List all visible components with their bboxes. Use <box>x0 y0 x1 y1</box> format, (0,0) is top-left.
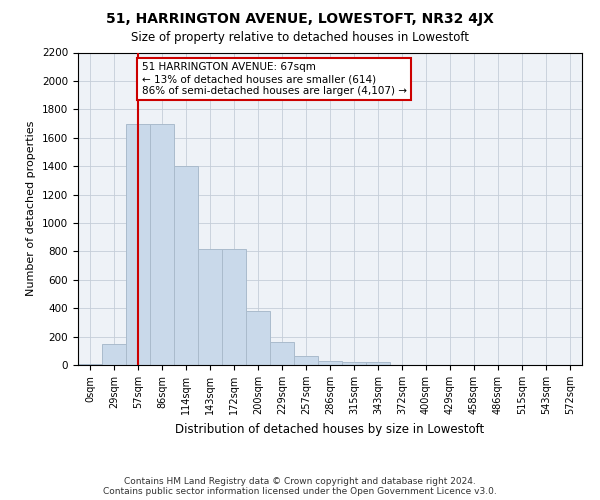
Text: 51 HARRINGTON AVENUE: 67sqm
← 13% of detached houses are smaller (614)
86% of se: 51 HARRINGTON AVENUE: 67sqm ← 13% of det… <box>142 62 407 96</box>
Bar <box>102 344 126 365</box>
Bar <box>126 124 150 365</box>
Text: Size of property relative to detached houses in Lowestoft: Size of property relative to detached ho… <box>131 31 469 44</box>
Bar <box>198 248 222 365</box>
Y-axis label: Number of detached properties: Number of detached properties <box>26 121 37 296</box>
Bar <box>222 248 246 365</box>
Text: Contains HM Land Registry data © Crown copyright and database right 2024.
Contai: Contains HM Land Registry data © Crown c… <box>103 476 497 496</box>
X-axis label: Distribution of detached houses by size in Lowestoft: Distribution of detached houses by size … <box>175 422 485 436</box>
Bar <box>318 360 342 365</box>
Bar <box>78 364 102 365</box>
Bar <box>246 311 270 365</box>
Bar <box>150 124 174 365</box>
Bar <box>174 166 198 365</box>
Bar <box>294 356 318 365</box>
Bar <box>342 362 366 365</box>
Text: 51, HARRINGTON AVENUE, LOWESTOFT, NR32 4JX: 51, HARRINGTON AVENUE, LOWESTOFT, NR32 4… <box>106 12 494 26</box>
Bar <box>366 362 390 365</box>
Bar <box>270 342 294 365</box>
